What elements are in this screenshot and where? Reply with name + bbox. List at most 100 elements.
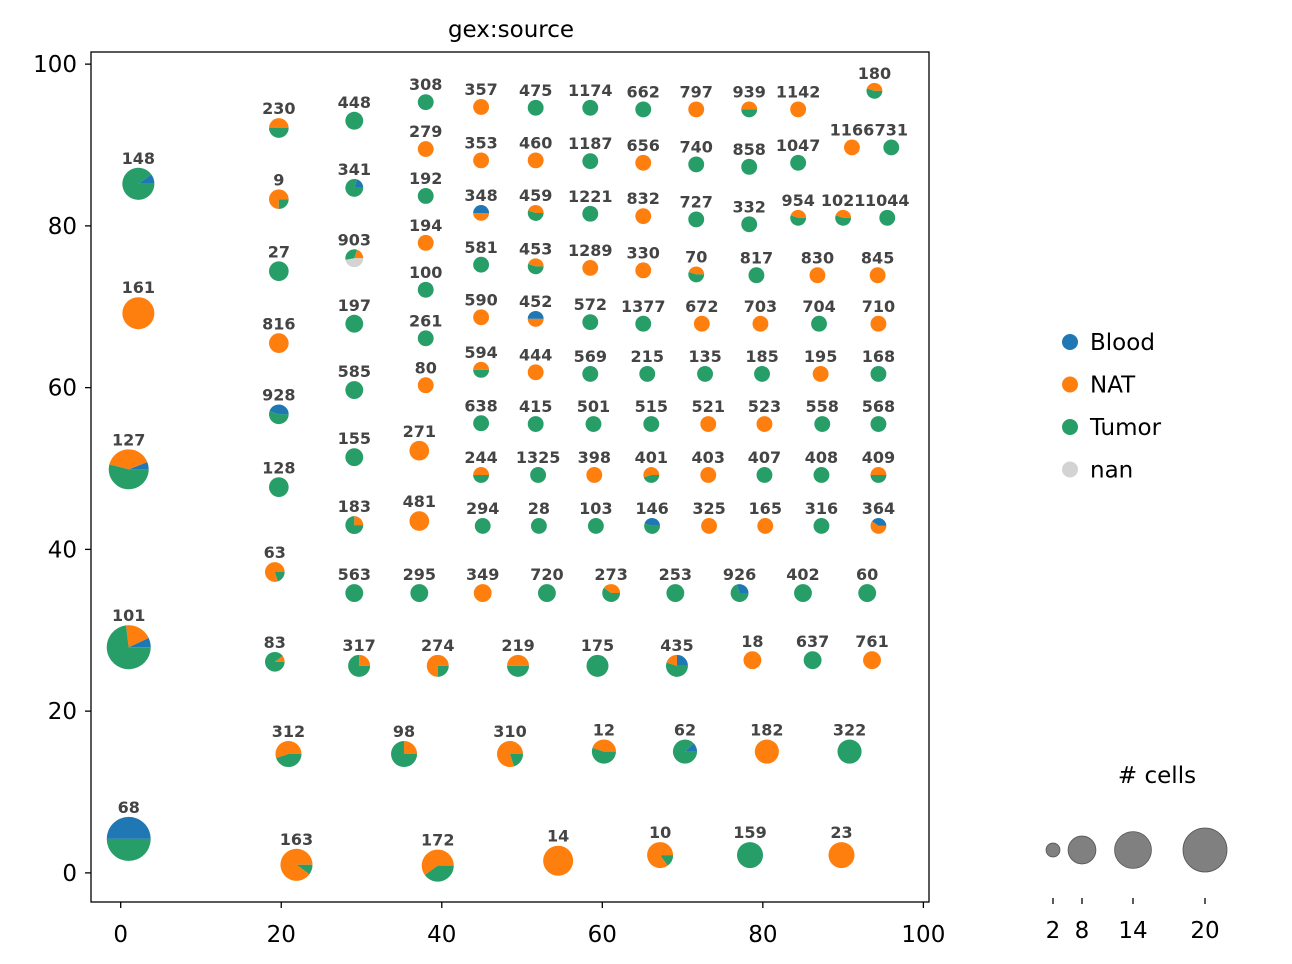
pie-marker-515: [643, 416, 660, 432]
point-label: 727: [680, 192, 713, 211]
pie-slice-nat: [603, 584, 621, 594]
pie-marker-638: [473, 415, 490, 432]
pie-slice-tumor: [527, 416, 544, 432]
pie-slice-nat: [828, 842, 855, 869]
pie-slice-tumor: [741, 216, 758, 233]
pie-marker-435: [665, 654, 688, 677]
point-label: 402: [786, 565, 819, 584]
point-label: 103: [579, 499, 612, 518]
pie-marker-68: [106, 816, 151, 861]
pie-marker-1166: [844, 139, 860, 156]
pie-marker-332: [741, 216, 758, 233]
pie-slice-tumor: [345, 249, 358, 260]
point-label: 1142: [776, 82, 821, 101]
pie-slice-nat: [527, 318, 544, 327]
pie-marker-448: [345, 111, 364, 130]
pie-marker-585: [345, 381, 364, 399]
point-label: 845: [861, 248, 894, 267]
pie-slice-tumor: [602, 587, 621, 602]
pie-slice-tumor: [794, 584, 812, 602]
pie-slice-tumor: [345, 111, 364, 130]
point-label: 180: [858, 64, 891, 83]
pie-slice-tumor: [582, 205, 599, 222]
pie-slice-tumor: [106, 625, 151, 670]
pie-marker-704: [811, 315, 827, 332]
pie-slice-nat: [528, 258, 544, 267]
pie-slice-tumor: [391, 740, 418, 768]
pie-slice-tumor: [688, 211, 705, 228]
pie-slice-tumor: [437, 665, 449, 677]
pie-marker-159: [736, 842, 764, 869]
size-legend-label: 14: [1118, 918, 1147, 944]
pie-slice-blood: [872, 517, 887, 526]
pie-slice-tumor: [417, 188, 434, 204]
pie-slice-blood: [676, 654, 688, 666]
pie-marker-103: [587, 517, 604, 534]
point-label: 230: [262, 99, 295, 118]
pie-slice-blood: [106, 816, 151, 839]
pie-slice-tumor: [730, 584, 749, 602]
pie-marker-1289: [582, 260, 599, 276]
point-label: 523: [748, 397, 781, 416]
pie-slice-nat: [417, 377, 434, 394]
pie-marker-720: [537, 584, 556, 602]
pie-slice-nat: [741, 101, 758, 110]
pie-marker-817: [748, 267, 765, 284]
point-label: 720: [530, 565, 563, 584]
point-label: 637: [796, 632, 829, 651]
y-tick-label: 20: [48, 699, 77, 725]
pie-slice-nat: [417, 234, 434, 251]
pie-slice-nat: [643, 467, 660, 478]
pie-slice-blood: [684, 743, 698, 752]
pie-slice-tumor: [537, 584, 556, 602]
pie-slice-nat: [754, 739, 779, 764]
point-label: 349: [466, 565, 499, 584]
point-label: 68: [118, 798, 140, 817]
pie-marker-183: [345, 516, 364, 535]
size-legend-title: # cells: [1118, 763, 1196, 789]
pie-marker-656: [635, 154, 652, 171]
pie-slice-nat: [757, 517, 774, 534]
pie-slice-tumor: [586, 654, 609, 677]
pie-marker-1142: [790, 101, 807, 118]
pie-slice-nat: [592, 739, 616, 752]
pie-slice-nat: [688, 266, 705, 275]
pie-slice-nat: [473, 309, 490, 326]
pie-slice-nat: [635, 208, 652, 225]
pie-slice-tumor: [803, 651, 822, 670]
y-tick-label: 100: [33, 52, 77, 78]
pie-marker-637: [803, 651, 822, 670]
pie-slice-tumor: [345, 314, 364, 333]
legend-marker-tumor: [1062, 419, 1078, 435]
pie-slice-tumor: [811, 315, 827, 332]
pie-marker-172: [421, 849, 454, 882]
pie-marker-294: [474, 517, 491, 534]
x-tick-label: 100: [901, 922, 945, 948]
point-label: 163: [280, 830, 313, 849]
point-label: 444: [519, 345, 552, 364]
pie-slice-tumor: [644, 523, 661, 534]
pie-marker-572: [582, 314, 599, 331]
pie-slice-nan: [345, 258, 364, 268]
point-label: 341: [338, 160, 371, 179]
point-label: 194: [409, 216, 442, 235]
pie-slice-nat: [700, 467, 717, 483]
pie-marker-581: [473, 256, 490, 273]
pie-slice-tumor: [643, 416, 660, 432]
pie-slice-blood: [128, 461, 149, 470]
pie-marker-10: [647, 842, 674, 869]
pie-marker-9: [268, 189, 289, 210]
pie-marker-194: [417, 234, 434, 251]
point-label: 148: [122, 149, 155, 168]
pie-slice-tumor: [473, 415, 490, 432]
pie-slice-tumor: [345, 448, 364, 467]
pie-slice-tumor: [345, 178, 364, 197]
pie-slice-tumor: [790, 215, 807, 226]
x-tick-label: 60: [588, 922, 617, 948]
pie-marker-308: [417, 94, 434, 111]
pie-slice-tumor: [108, 464, 149, 490]
point-label: 581: [464, 238, 497, 257]
point-label: 325: [692, 499, 725, 518]
point-label: 10: [649, 823, 671, 842]
point-label: 939: [732, 82, 765, 101]
